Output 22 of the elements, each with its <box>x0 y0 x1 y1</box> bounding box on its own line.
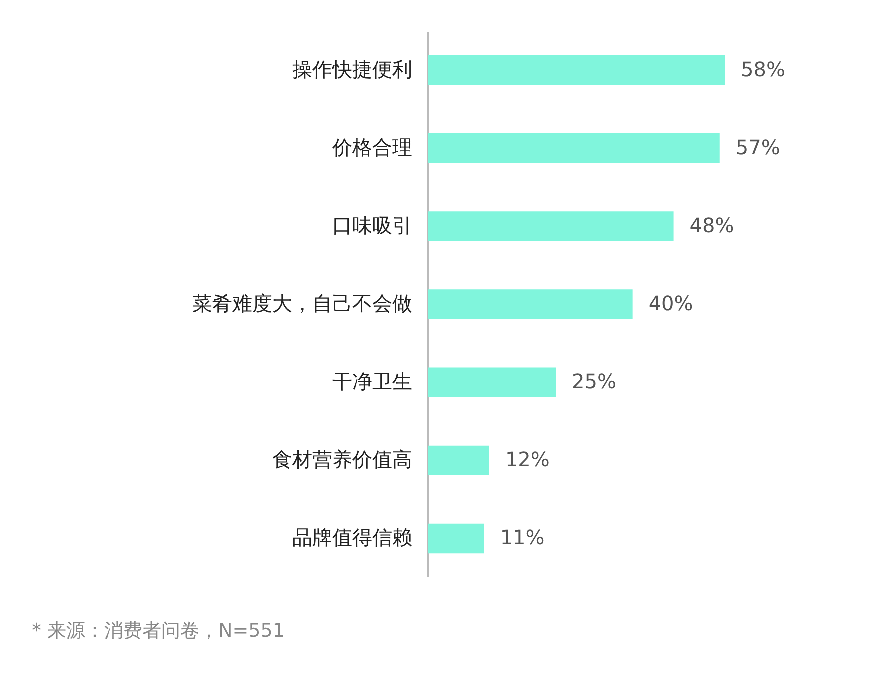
y-tick-label: 菜肴难度大，自己不会做 <box>192 292 412 316</box>
bar <box>428 446 490 476</box>
data-label: 11% <box>500 526 545 550</box>
data-label: 40% <box>648 292 694 316</box>
data-label: 58% <box>741 57 786 82</box>
data-label: 25% <box>572 370 616 394</box>
bar <box>428 134 720 164</box>
data-label: 57% <box>736 135 780 160</box>
bar <box>428 290 633 320</box>
text: * 来源：消费者问卷，N=551 <box>32 619 285 644</box>
y-tick-label: 价格合理 <box>332 135 412 160</box>
data-label: 48% <box>690 213 734 238</box>
bar <box>428 212 674 242</box>
bar <box>428 524 484 554</box>
y-tick-label: 操作快捷便利 <box>292 57 412 82</box>
y-tick-label: 食材营养价值高 <box>272 448 412 472</box>
y-tick-label: 口味吸引 <box>332 213 412 238</box>
y-tick-label: 干净卫生 <box>332 370 412 394</box>
bar <box>428 368 556 398</box>
data-label: 12% <box>505 448 550 472</box>
bar <box>428 55 725 86</box>
y-tick-label: 品牌值得信赖 <box>292 526 412 550</box>
